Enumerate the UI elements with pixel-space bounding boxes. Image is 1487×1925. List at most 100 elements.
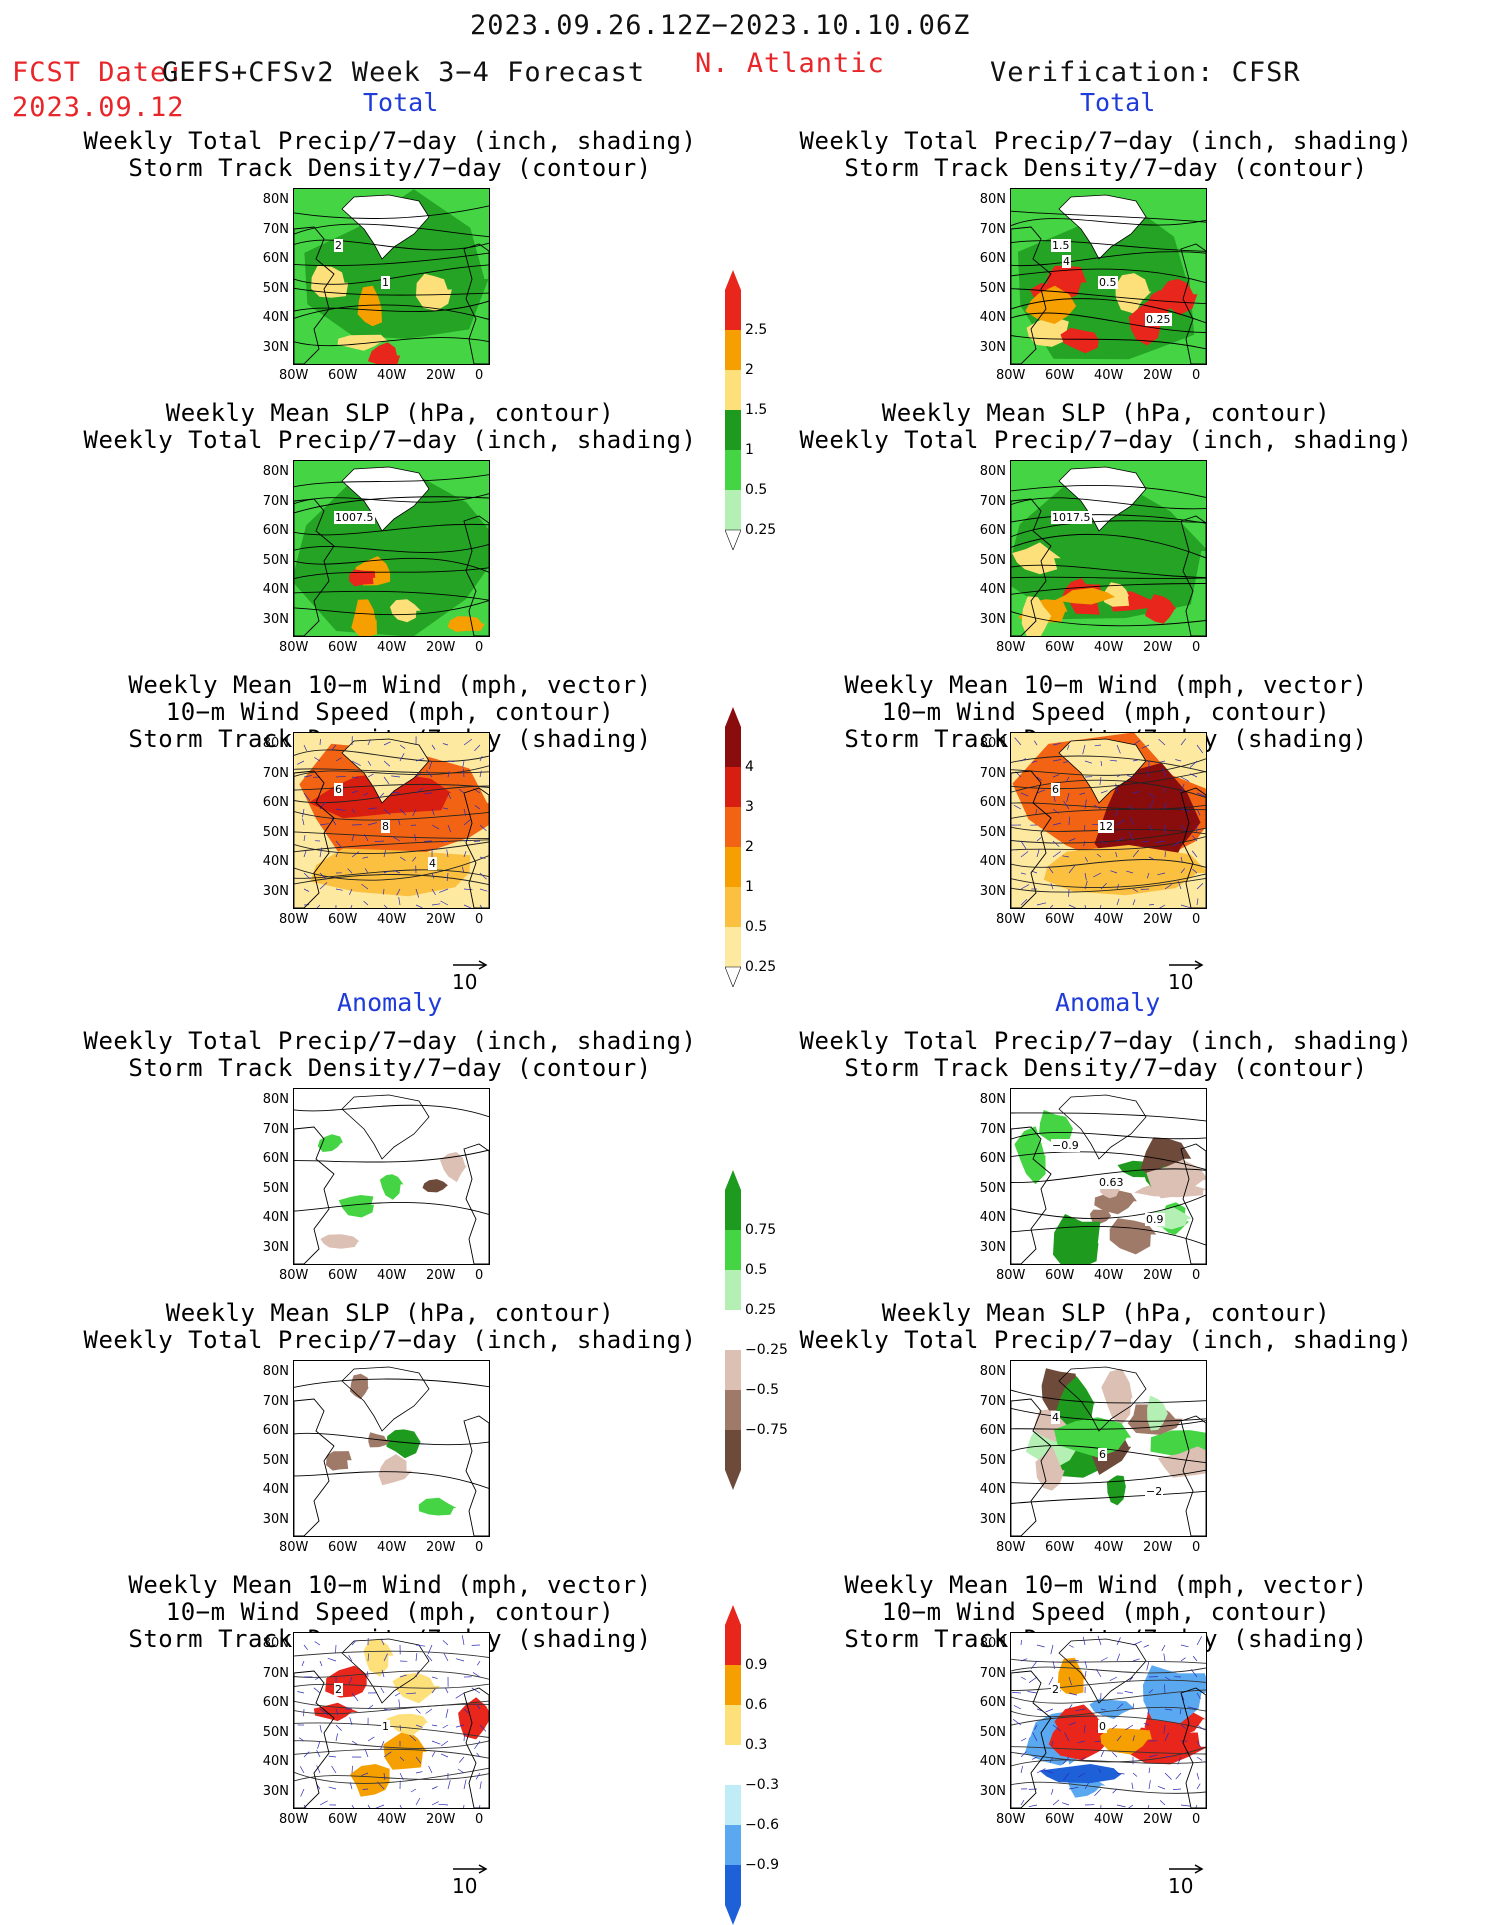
- colorbar-storm-anom: [725, 1605, 741, 1925]
- map-panel-4-right: −0.9 0.63 0.9: [1010, 1088, 1207, 1265]
- colorbar-label: 0.75: [745, 1222, 777, 1238]
- contour-label: 4: [1051, 1411, 1060, 1424]
- lon-tick-label: 0: [1192, 1812, 1201, 1827]
- lon-tick-label: 20W: [1143, 368, 1173, 383]
- lat-tick-label: 40N: [262, 310, 289, 325]
- lon-tick-label: 40W: [377, 640, 407, 655]
- map-panel-3-left: 6 8 4: [293, 732, 490, 909]
- lat-tick-label: 40N: [979, 1482, 1006, 1497]
- lon-tick-label: 40W: [377, 912, 407, 927]
- lon-tick-label: 40W: [1094, 1268, 1124, 1283]
- lon-tick-label: 80W: [996, 1540, 1026, 1555]
- lat-tick-label: 50N: [979, 1724, 1006, 1740]
- lat-tick-label: 30N: [262, 1511, 289, 1527]
- section-anomaly-right: Anomaly: [1055, 988, 1161, 1017]
- lon-tick-label: 60W: [1045, 912, 1075, 927]
- lon-tick-label: 0: [1192, 640, 1201, 655]
- colorbar-label: −0.9: [745, 1857, 779, 1873]
- lat-tick-label: 40N: [262, 1210, 289, 1225]
- lat-tick-label: 30N: [979, 611, 1006, 627]
- lat-tick-label: 30N: [979, 1511, 1006, 1527]
- title-p6-left: Weekly Mean 10−m Wind (mph, vector) 10−m …: [128, 1571, 652, 1653]
- lon-tick-label: 60W: [328, 912, 358, 927]
- title-p2-left: Weekly Mean SLP (hPa, contour) Weekly Tot…: [83, 399, 697, 454]
- lon-tick-label: 60W: [1045, 640, 1075, 655]
- lat-tick-label: 80N: [262, 1636, 289, 1651]
- lon-tick-label: 60W: [328, 368, 358, 383]
- colorbar-label: 0.25: [745, 959, 777, 975]
- lat-tick-label: 70N: [262, 1665, 289, 1681]
- title-p5-right: Weekly Mean SLP (hPa, contour) Weekly Tot…: [799, 1299, 1413, 1354]
- lat-tick-label: 50N: [979, 1452, 1006, 1468]
- lat-tick-label: 50N: [262, 1452, 289, 1468]
- lon-tick-label: 80W: [279, 1812, 309, 1827]
- contour-label: 6: [1051, 783, 1060, 796]
- lat-tick-label: 60N: [262, 1151, 289, 1166]
- lat-tick-label: 80N: [979, 1092, 1006, 1107]
- lon-tick-label: 0: [1192, 368, 1201, 383]
- fcst-date: 2023.09.12: [12, 92, 185, 123]
- colorbar-precip-total: [725, 270, 741, 550]
- contour-label: 1007.5: [334, 511, 375, 524]
- section-total-left: Total: [363, 88, 439, 117]
- section-total-right: Total: [1080, 88, 1156, 117]
- contour-label: 2: [334, 1683, 343, 1696]
- colorbar-label: −0.25: [745, 1342, 788, 1358]
- lat-tick-label: 50N: [262, 824, 289, 840]
- map-panel-2-right: 1017.5: [1010, 460, 1207, 637]
- lon-tick-label: 40W: [1094, 1812, 1124, 1827]
- lon-tick-label: 40W: [377, 1540, 407, 1555]
- lat-tick-label: 80N: [262, 192, 289, 207]
- lon-tick-label: 20W: [1143, 640, 1173, 655]
- colorbar-storm-total: [725, 707, 741, 987]
- period-title: 2023.09.26.12Z−2023.10.10.06Z: [470, 10, 971, 41]
- colorbar-label: 0.3: [745, 1737, 768, 1753]
- lon-tick-label: 40W: [1094, 368, 1124, 383]
- lon-tick-label: 20W: [426, 1540, 456, 1555]
- contour-label: 0.9: [1145, 1213, 1165, 1226]
- colorbar-label: −0.6: [745, 1817, 779, 1833]
- lon-tick-label: 40W: [377, 368, 407, 383]
- colorbar-label: 1: [745, 442, 754, 458]
- lon-tick-label: 0: [475, 912, 484, 927]
- lon-tick-label: 80W: [996, 640, 1026, 655]
- lat-tick-label: 30N: [262, 1783, 289, 1799]
- lat-tick-label: 30N: [979, 883, 1006, 899]
- lon-tick-label: 60W: [1045, 1268, 1075, 1283]
- contour-label: −2: [1145, 1485, 1164, 1498]
- lat-tick-label: 40N: [979, 582, 1006, 597]
- contour-label: 0.25: [1145, 313, 1172, 326]
- contour-label: 2: [334, 239, 343, 252]
- lon-tick-label: 60W: [328, 1540, 358, 1555]
- title-p4-left: Weekly Total Precip/7−day (inch, shading…: [83, 1027, 697, 1082]
- lon-tick-label: 40W: [377, 1268, 407, 1283]
- colorbar-label: 4: [745, 759, 754, 775]
- title-p3-left: Weekly Mean 10−m Wind (mph, vector) 10−m …: [128, 671, 652, 753]
- map-panel-1-right: 1.5 0.5 0.25 4: [1010, 188, 1207, 365]
- lon-tick-label: 20W: [426, 1268, 456, 1283]
- lat-tick-label: 60N: [979, 251, 1006, 266]
- lat-tick-label: 80N: [262, 736, 289, 751]
- lat-tick-label: 50N: [262, 1724, 289, 1740]
- lat-tick-label: 60N: [262, 523, 289, 538]
- lat-tick-label: 40N: [262, 582, 289, 597]
- contour-label: 1.5: [1051, 239, 1071, 252]
- lat-tick-label: 80N: [979, 464, 1006, 479]
- lat-tick-label: 50N: [979, 824, 1006, 840]
- lon-tick-label: 80W: [279, 912, 309, 927]
- contour-label: 0: [1098, 1720, 1107, 1733]
- lat-tick-label: 40N: [262, 854, 289, 869]
- contour-label: 6: [1098, 1448, 1107, 1461]
- lat-tick-label: 40N: [979, 310, 1006, 325]
- lat-tick-label: 30N: [262, 611, 289, 627]
- lat-tick-label: 70N: [262, 1121, 289, 1137]
- lon-tick-label: 20W: [426, 640, 456, 655]
- lon-tick-label: 0: [1192, 1268, 1201, 1283]
- lat-tick-label: 50N: [979, 1180, 1006, 1196]
- model-title: GEFS+CFSv2 Week 3−4 Forecast: [162, 57, 646, 88]
- lat-tick-label: 80N: [262, 1364, 289, 1379]
- lon-tick-label: 40W: [1094, 640, 1124, 655]
